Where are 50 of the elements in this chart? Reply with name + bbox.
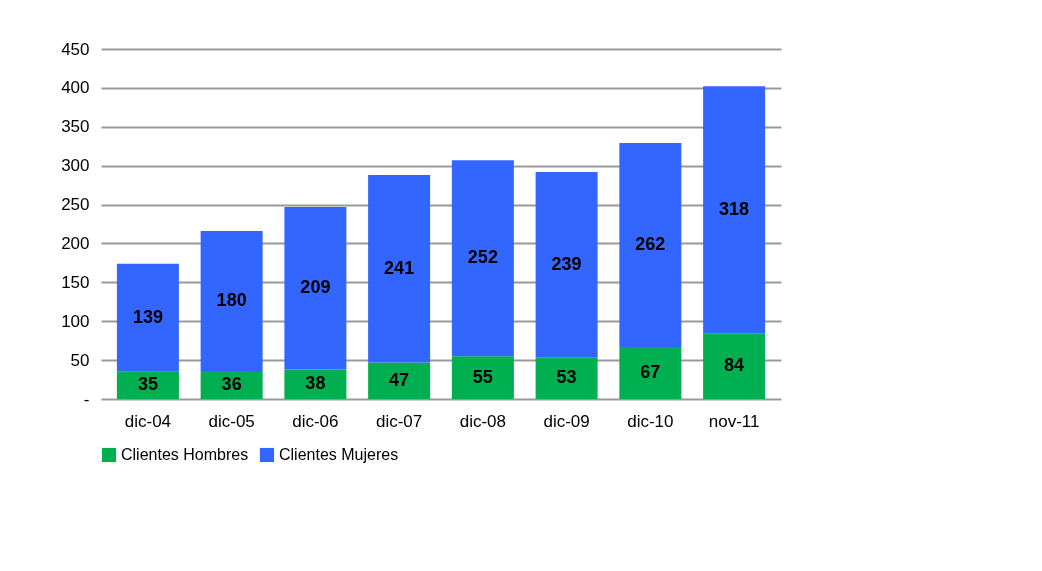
bar [451, 356, 514, 399]
data-label: 252 [467, 247, 498, 268]
bar [703, 333, 766, 399]
y-tick-label: 150 [61, 272, 90, 292]
x-tick-label: dic-07 [375, 411, 423, 431]
data-label: 180 [216, 290, 247, 310]
bar [619, 346, 682, 399]
x-tick-label: dic-09 [543, 411, 590, 431]
y-tick-label: - [83, 389, 90, 409]
bar [451, 160, 514, 357]
data-label: 209 [300, 277, 331, 298]
bar [368, 175, 431, 363]
legend-label: Clientes Hombres [121, 446, 249, 463]
y-tick-label: 400 [61, 78, 90, 98]
data-label: 47 [389, 369, 410, 390]
bar [619, 143, 682, 347]
y-tick-label: 200 [61, 233, 90, 253]
y-tick-label: 450 [61, 39, 90, 59]
y-tick-label: 50 [70, 350, 90, 370]
y-tick-label: 250 [61, 195, 90, 215]
y-tick-label: 100 [61, 311, 90, 331]
data-label: 35 [137, 374, 158, 395]
x-tick-label: dic-06 [292, 411, 339, 431]
bar [368, 362, 431, 399]
legend-label: Clientes Mujeres [279, 446, 399, 463]
y-tick-label: 350 [61, 117, 90, 137]
x-tick-label: dic-05 [208, 411, 255, 431]
data-label: 55 [472, 366, 493, 387]
data-label: 318 [719, 199, 750, 219]
y-tick-label: 300 [61, 156, 90, 176]
x-tick-label: nov-11 [708, 411, 760, 431]
data-label: 241 [384, 257, 415, 278]
bar [535, 171, 598, 358]
x-tick-label: dic-08 [459, 411, 507, 431]
bar [703, 86, 766, 334]
bar [535, 357, 598, 399]
x-tick-label: dic-10 [627, 411, 674, 431]
data-label: 36 [221, 374, 242, 394]
data-label: 139 [132, 306, 163, 327]
data-label: 53 [556, 367, 577, 388]
bar [284, 369, 347, 399]
data-label: 262 [635, 234, 666, 254]
data-label: 67 [640, 361, 661, 382]
data-label: 84 [724, 355, 745, 376]
bar [200, 231, 263, 371]
x-tick-label: dic-04 [124, 411, 172, 431]
data-label: 38 [305, 373, 326, 394]
bar [284, 206, 347, 370]
bar [116, 263, 179, 372]
data-label: 239 [551, 253, 582, 274]
